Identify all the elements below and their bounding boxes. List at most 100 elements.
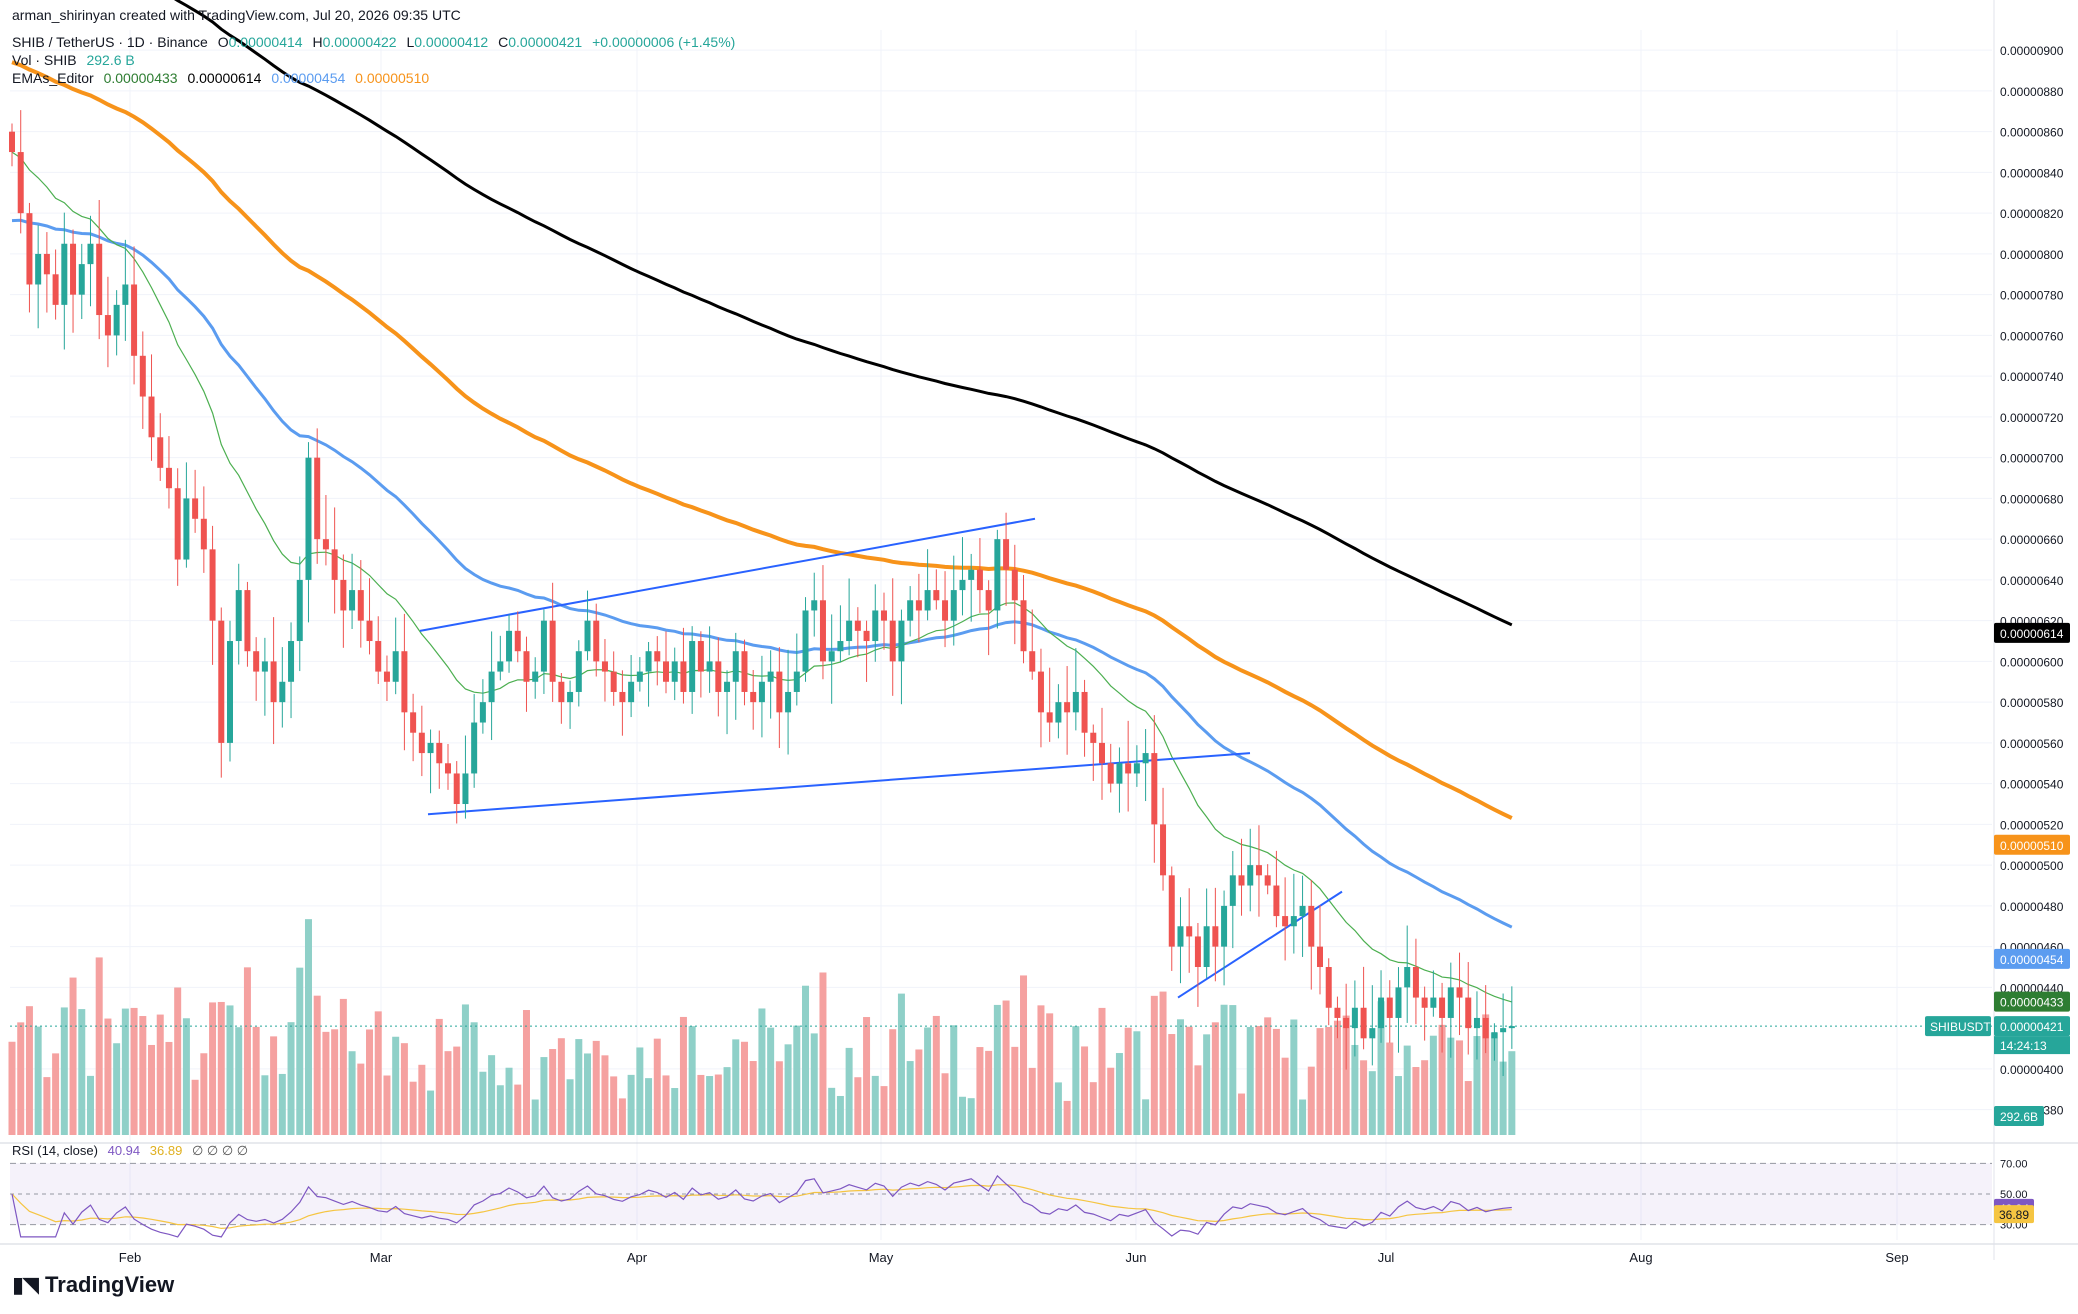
- candle-body: [610, 671, 617, 692]
- ema50-line: [11, 218, 1513, 929]
- price-tick-label: 0.00000780: [2000, 289, 2064, 303]
- volume-bar: [374, 1011, 382, 1135]
- candle-body: [43, 253, 50, 275]
- candle-body: [1264, 875, 1271, 886]
- volume-label[interactable]: Vol · SHIB: [12, 52, 77, 68]
- trendline: [1177, 890, 1343, 999]
- volume-bar: [679, 1016, 687, 1135]
- rsi-line: [11, 1174, 1512, 1238]
- volume-bar: [566, 1079, 574, 1135]
- trendlines: [10, 517, 1992, 1027]
- candle-body: [1255, 865, 1262, 876]
- candle-body: [654, 651, 661, 662]
- time-tick-label: Jun: [1126, 1250, 1147, 1265]
- price-tick-label: 0.00000600: [2000, 655, 2064, 669]
- time-tick-label: Apr: [627, 1250, 648, 1265]
- candlesticks[interactable]: [9, 110, 1515, 1077]
- candle-body: [689, 641, 696, 692]
- volume-bar: [1377, 1001, 1385, 1135]
- volume-bar: [584, 1053, 592, 1135]
- ema20-line: [11, 151, 1512, 1003]
- candle-body: [200, 518, 207, 550]
- rsi-extra: ∅ ∅ ∅ ∅: [191, 1143, 249, 1158]
- volume-bar: [1403, 1045, 1411, 1135]
- volume-bar: [95, 957, 103, 1135]
- volume-bar: [514, 1084, 522, 1135]
- ema-label[interactable]: EMAs_Editor: [12, 70, 94, 86]
- price-tick-label: 0.00000820: [2000, 207, 2064, 221]
- candle-body: [1229, 875, 1236, 906]
- volume-bar: [880, 1086, 888, 1135]
- volume-bar: [1098, 1007, 1106, 1135]
- candle-body: [436, 742, 443, 764]
- candle-body: [148, 396, 155, 438]
- price-tick-label: 0.00000520: [2000, 818, 2064, 832]
- volume-bar: [1115, 1053, 1123, 1135]
- candle-body: [227, 641, 233, 743]
- volume-bar: [993, 1004, 1001, 1135]
- volume-bar: [897, 993, 905, 1135]
- candle-body: [471, 722, 478, 774]
- candle-body: [793, 671, 800, 692]
- volume-bar: [836, 1095, 844, 1135]
- candle-body: [767, 671, 774, 682]
- candle-body: [732, 651, 739, 682]
- volume-bar: [1107, 1067, 1115, 1135]
- symbol-tag: [1925, 1016, 1991, 1037]
- volume-bar: [522, 1010, 530, 1135]
- candle-body: [1456, 987, 1463, 998]
- volume-bar: [505, 1067, 513, 1135]
- volume-bar: [270, 1036, 278, 1135]
- volume-bar: [52, 1053, 60, 1135]
- price-tick-label: 0.00000480: [2000, 900, 2064, 914]
- volume-bar: [697, 1074, 705, 1135]
- ema100-value: 0.00000510: [355, 70, 430, 86]
- candle-body: [593, 620, 600, 662]
- time-axis[interactable]: Feb Mar Apr May Jun Jul Aug Sep: [119, 1250, 1909, 1265]
- candle-body: [663, 661, 669, 682]
- trendline: [427, 752, 1251, 816]
- candle-body: [1125, 763, 1132, 774]
- candle-body: [1037, 671, 1044, 713]
- volume-bar: [645, 1078, 653, 1135]
- volume-bar: [1011, 1046, 1019, 1135]
- volume-bar: [357, 1063, 365, 1135]
- volume-bar: [714, 1074, 722, 1135]
- symbol-tag-text: SHIBUSDT: [1930, 1020, 1991, 1034]
- candle-body: [942, 600, 949, 621]
- candle-body: [741, 651, 748, 692]
- candle-body: [349, 590, 356, 611]
- price-tick-label: 0.00000560: [2000, 737, 2064, 751]
- rsi-ma-value: 36.89: [149, 1143, 183, 1158]
- volume-bar: [723, 1067, 731, 1135]
- volume-bar: [592, 1040, 600, 1135]
- rsi-value: 40.94: [107, 1143, 141, 1158]
- price-tick-label: 0.00000760: [2000, 329, 2064, 343]
- rsi-label[interactable]: RSI (14, close): [12, 1143, 98, 1158]
- candle-body: [1447, 987, 1454, 1018]
- candle-body: [1290, 916, 1297, 927]
- volume-bar: [174, 987, 182, 1135]
- volume-bar: [470, 1022, 478, 1135]
- candle-body: [985, 590, 992, 611]
- candle-body: [1386, 997, 1393, 1018]
- volume-bar: [1176, 1019, 1184, 1135]
- candle-body: [628, 681, 635, 703]
- price-tick-label: 0.00000700: [2000, 452, 2064, 466]
- volume-bar: [932, 1015, 940, 1135]
- volume-bar: [1307, 1066, 1315, 1135]
- candle-body: [584, 620, 591, 652]
- volume-bar: [1464, 1081, 1472, 1135]
- volume-bar: [531, 1099, 539, 1135]
- candle-body: [1055, 702, 1062, 723]
- candle-body: [1020, 600, 1027, 652]
- rsi-pane[interactable]: [0, 1142, 2078, 1245]
- volume-bar: [1211, 1022, 1219, 1135]
- symbol-title[interactable]: SHIB / TetherUS · 1D · Binance: [12, 34, 208, 50]
- volume-bar: [383, 1075, 391, 1135]
- volume-bar: [906, 1061, 914, 1135]
- rsi-tag-text: 36.89: [1999, 1208, 2029, 1222]
- volume-bar: [1473, 1036, 1481, 1135]
- tradingview-logo[interactable]: ▮◥ TradingView: [12, 1272, 174, 1298]
